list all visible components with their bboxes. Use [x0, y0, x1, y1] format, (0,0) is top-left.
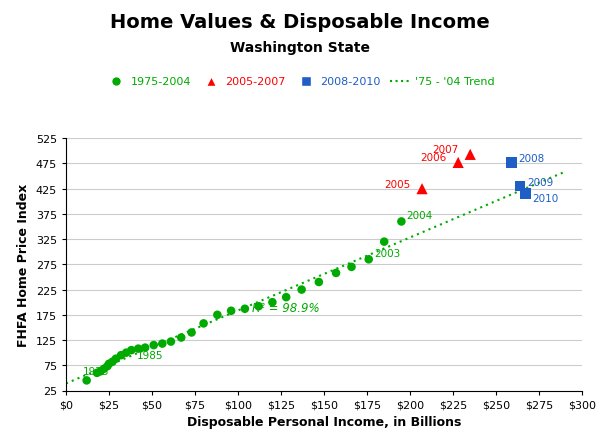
Point [187, 329, 196, 336]
Y-axis label: FHFA Home Price Index: FHFA Home Price Index [17, 183, 30, 346]
Point [212, 312, 222, 319]
X-axis label: Disposable Personal Income, in Billions: Disposable Personal Income, in Billions [187, 415, 461, 428]
Point [520, 191, 530, 198]
Text: 1975: 1975 [83, 366, 110, 376]
Point [281, 294, 291, 301]
Point [133, 345, 143, 352]
Point [515, 183, 525, 190]
Text: 2005: 2005 [384, 179, 410, 189]
Point [149, 342, 158, 349]
Point [417, 186, 427, 193]
Point [104, 361, 114, 368]
Point [254, 303, 263, 310]
Text: 1985: 1985 [137, 350, 163, 360]
Point [506, 160, 516, 167]
Point [466, 151, 475, 158]
Point [347, 264, 356, 271]
Point [111, 355, 121, 362]
Text: Washington State: Washington State [230, 41, 370, 55]
Text: R² = 98.9%: R² = 98.9% [252, 301, 319, 314]
Point [140, 344, 150, 351]
Text: 2004: 2004 [407, 211, 433, 221]
Point [116, 352, 126, 359]
Point [379, 239, 389, 246]
Point [121, 349, 131, 356]
Point [82, 377, 91, 384]
Text: 2008: 2008 [518, 154, 545, 164]
Point [95, 368, 105, 375]
Text: 2003: 2003 [374, 249, 400, 259]
Point [92, 369, 102, 376]
Point [103, 363, 112, 370]
Point [166, 338, 176, 345]
Point [268, 299, 277, 306]
Text: 2009: 2009 [527, 178, 553, 187]
Text: Home Values & Disposable Income: Home Values & Disposable Income [110, 13, 490, 32]
Point [454, 160, 463, 167]
Point [364, 256, 374, 263]
Text: 2007: 2007 [433, 145, 458, 155]
Point [127, 347, 136, 354]
Point [226, 308, 236, 315]
Text: 2006: 2006 [421, 153, 446, 163]
Point [158, 340, 167, 347]
Point [397, 218, 406, 225]
Point [107, 358, 117, 365]
Point [99, 365, 109, 372]
Point [240, 306, 250, 312]
Point [331, 270, 341, 277]
Text: 2010: 2010 [532, 193, 559, 203]
Point [176, 334, 186, 341]
Point [199, 320, 208, 327]
Point [297, 286, 307, 293]
Legend: 1975-2004, 2005-2007, 2008-2010, '75 - '04 Trend: 1975-2004, 2005-2007, 2008-2010, '75 - '… [101, 73, 499, 92]
Point [314, 279, 323, 286]
